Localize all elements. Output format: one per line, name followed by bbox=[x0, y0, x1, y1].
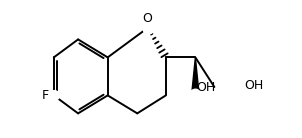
Text: OH: OH bbox=[244, 79, 263, 92]
Polygon shape bbox=[191, 57, 199, 95]
Text: O: O bbox=[142, 12, 152, 25]
Text: F: F bbox=[41, 89, 49, 102]
Text: OH: OH bbox=[196, 81, 216, 94]
